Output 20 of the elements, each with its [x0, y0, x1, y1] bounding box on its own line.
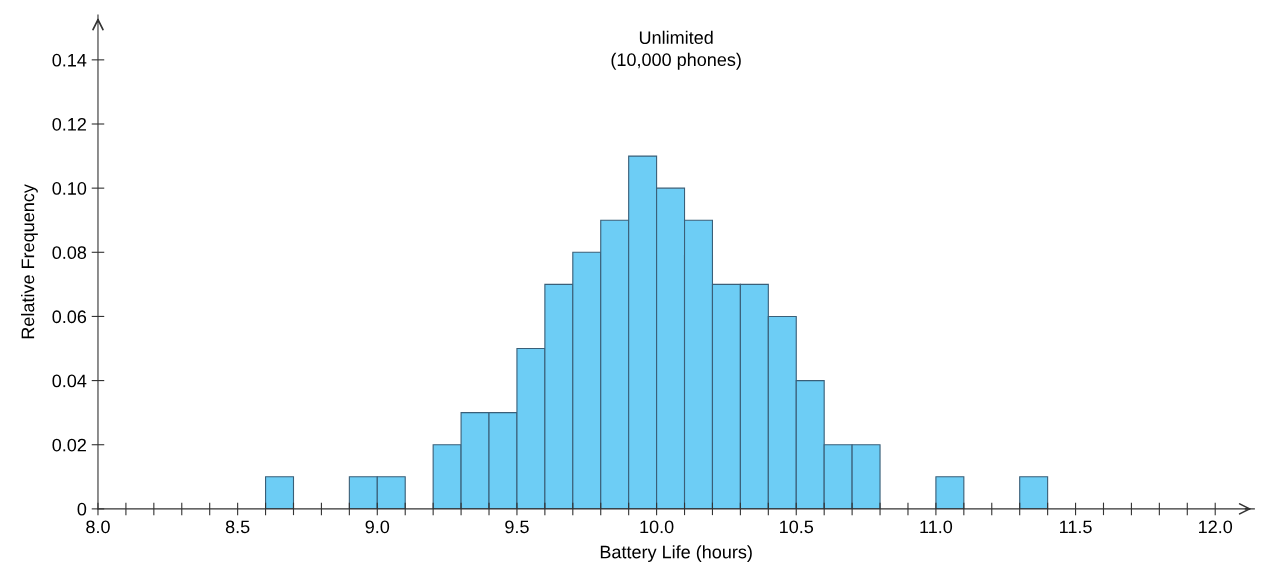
x-tick-label: 9.0: [365, 520, 390, 534]
x-tick-label: 10.0: [640, 520, 674, 534]
x-tick-label: 8.0: [86, 520, 110, 534]
x-tick-label: 9.5: [505, 520, 529, 534]
y-tick-label: 0.12: [52, 117, 86, 131]
x-tick-label: 11.5: [1060, 520, 1092, 534]
y-tick-label: 0.06: [52, 310, 87, 324]
y-axis-title: Relative Frequency: [21, 184, 38, 339]
y-tick-label: 0.04: [52, 374, 87, 388]
y-tick-label: 0.02: [52, 438, 86, 452]
text: Unlimited (10,000 phones): [611, 30, 741, 70]
x-tick-label: 8.5: [225, 520, 250, 534]
y-tick-label: 0.10: [52, 182, 87, 195]
y-tick-label: 0.08: [52, 246, 87, 260]
x-tick-label: 11.0: [920, 520, 953, 534]
y-tick-label: 0.14: [52, 53, 87, 67]
x-axis-title: Battery Life (hours): [600, 545, 752, 562]
x-tick-label: 12.0: [1199, 520, 1233, 534]
y-tick-label: 0: [77, 502, 87, 516]
x-tick-label: 10.5: [780, 520, 814, 534]
